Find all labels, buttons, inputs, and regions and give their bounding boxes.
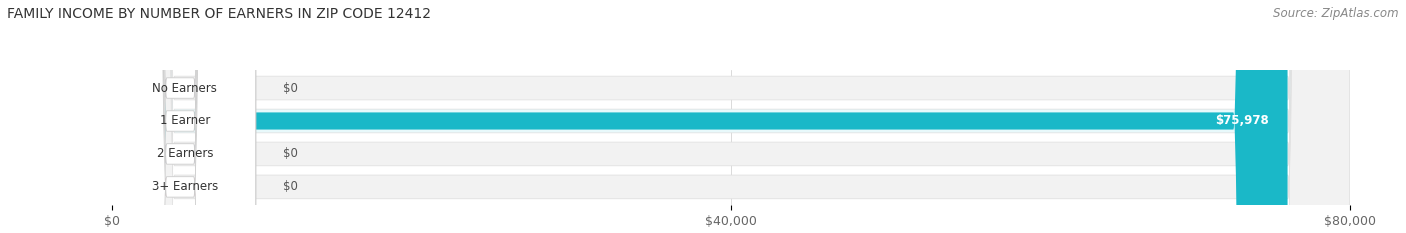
FancyBboxPatch shape — [112, 0, 254, 233]
FancyBboxPatch shape — [104, 0, 256, 233]
Text: 1 Earner: 1 Earner — [160, 114, 209, 127]
FancyBboxPatch shape — [104, 0, 256, 233]
Text: $0: $0 — [283, 147, 298, 161]
Text: $75,978: $75,978 — [1215, 114, 1270, 127]
Text: No Earners: No Earners — [152, 82, 218, 95]
FancyBboxPatch shape — [112, 0, 254, 233]
FancyBboxPatch shape — [112, 0, 1350, 233]
Text: $0: $0 — [283, 180, 298, 193]
FancyBboxPatch shape — [104, 0, 256, 233]
Text: Source: ZipAtlas.com: Source: ZipAtlas.com — [1274, 7, 1399, 20]
FancyBboxPatch shape — [112, 0, 254, 233]
Text: 2 Earners: 2 Earners — [156, 147, 214, 161]
FancyBboxPatch shape — [112, 0, 1288, 233]
FancyBboxPatch shape — [112, 0, 1350, 233]
Text: 3+ Earners: 3+ Earners — [152, 180, 218, 193]
FancyBboxPatch shape — [112, 0, 1350, 233]
FancyBboxPatch shape — [112, 0, 1350, 233]
Text: FAMILY INCOME BY NUMBER OF EARNERS IN ZIP CODE 12412: FAMILY INCOME BY NUMBER OF EARNERS IN ZI… — [7, 7, 432, 21]
Text: $0: $0 — [283, 82, 298, 95]
FancyBboxPatch shape — [104, 0, 256, 233]
